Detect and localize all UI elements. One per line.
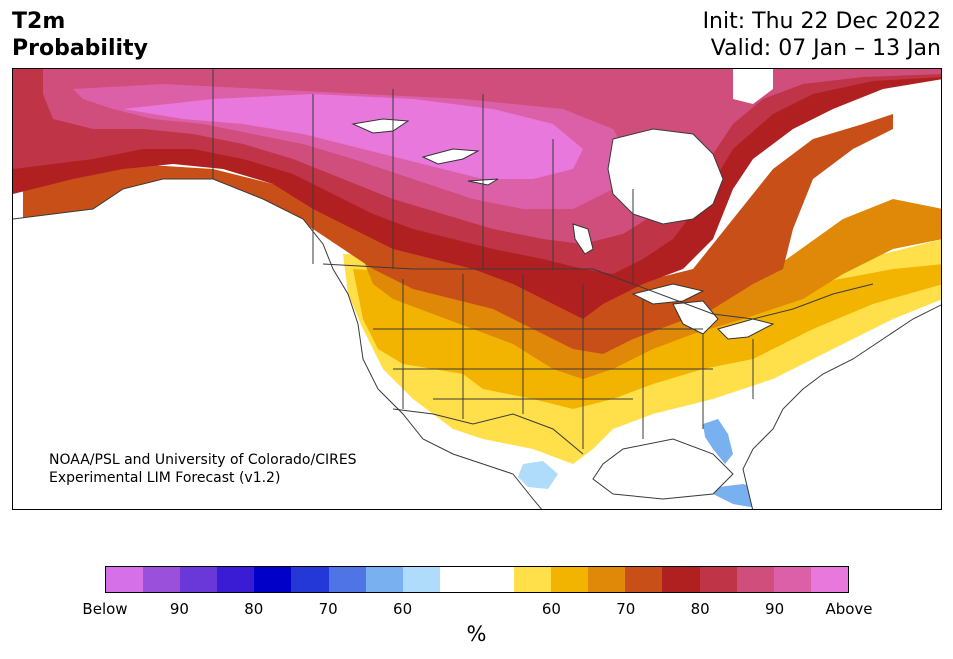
gulf-coast: [592, 438, 734, 500]
colorbar-swatch: [810, 567, 848, 592]
region-pale-blue-mexico: [518, 461, 558, 489]
colorbar-tick-label: 80: [244, 600, 264, 618]
map-canvas: [13, 69, 941, 509]
hudson-bay-coast: [607, 128, 724, 225]
colorbar-tick-label: 90: [765, 600, 785, 618]
colorbar-swatch: [328, 567, 366, 592]
colorbar-swatch: [773, 567, 811, 592]
pacific-ocean: [13, 179, 542, 509]
atlantic-ocean: [743, 305, 941, 509]
valid-range: Valid: 07 Jan – 13 Jan: [710, 36, 941, 61]
colorbar-swatch: [402, 567, 440, 592]
colorbar-tick-label: 60: [541, 600, 561, 618]
pacific-coastline: [13, 178, 542, 509]
colorbar-tick-label: 70: [318, 600, 338, 618]
colorbar-swatch: [106, 567, 144, 592]
colorbar-swatch: [736, 567, 774, 592]
init-date: Init: Thu 22 Dec 2022: [702, 9, 941, 34]
colorbar-swatch: [365, 567, 403, 592]
colorbar-swatch: [514, 567, 552, 592]
colorbar-swatch: [254, 567, 292, 592]
atlantic-coastline: [742, 304, 941, 509]
lake-superior: [631, 283, 705, 305]
title-variable: T2m: [12, 9, 66, 34]
colorbar-swatch: [551, 567, 589, 592]
colorbar-swatch: [699, 567, 737, 592]
colorbar-tick-label: Below: [82, 600, 128, 618]
colorbar-swatch: [217, 567, 255, 592]
credit-line-1: NOAA/PSL and University of Colorado/CIRE…: [49, 452, 357, 468]
credit-line-2: Experimental LIM Forecast (v1.2): [49, 470, 281, 486]
probability-colorbar: [105, 566, 849, 593]
lakes: [351, 118, 775, 340]
probability-map: NOAA/PSL and University of Colorado/CIRE…: [12, 68, 942, 510]
hudson-bay: [608, 129, 723, 224]
us-mexico-border: [392, 408, 584, 455]
gulf-of-mexico: [593, 439, 733, 499]
colorbar-unit: %: [466, 622, 487, 646]
colorbar-tick-label: 70: [616, 600, 636, 618]
colorbar-swatch: [439, 567, 477, 592]
boundaries: [13, 69, 941, 509]
map-title: T2m Probability: [12, 8, 148, 62]
us-canada-border: [322, 263, 874, 320]
colorbar-swatch: [625, 567, 663, 592]
state-lines: [373, 274, 754, 449]
forecast-dates: Init: Thu 22 Dec 2022 Valid: 07 Jan – 13…: [703, 8, 941, 62]
great-bear-lake: [351, 118, 410, 134]
colorbar-swatch: [180, 567, 218, 592]
colorbar-tick-label: Above: [825, 600, 873, 618]
colorbar-tick-label: 90: [169, 600, 189, 618]
northern-ocean: [733, 69, 773, 104]
ocean-areas: [13, 69, 941, 509]
title-type: Probability: [12, 36, 148, 61]
colorbar-swatch: [291, 567, 329, 592]
region-magenta: [123, 94, 583, 179]
province-lines: [312, 89, 634, 284]
lake-winnipeg: [572, 223, 594, 255]
great-slave-lake: [421, 148, 480, 165]
colorbar-swatch: [476, 567, 515, 592]
colorbar-swatch: [143, 567, 181, 592]
colorbar-tick-label: 80: [690, 600, 710, 618]
region-orange: [363, 199, 941, 379]
lake-erie-ontario: [717, 318, 775, 340]
region-light-blue-florida: [703, 419, 733, 464]
colorbar-swatch: [662, 567, 700, 592]
lake-michigan-huron: [672, 300, 719, 335]
colorbar-swatch: [588, 567, 626, 592]
forecast-credit: NOAA/PSL and University of Colorado/CIRE…: [49, 451, 357, 487]
colorbar-labels: Below 90 80 70 60 60 70 80 90 Above: [82, 600, 872, 620]
colorbar-tick-label: 60: [393, 600, 413, 618]
